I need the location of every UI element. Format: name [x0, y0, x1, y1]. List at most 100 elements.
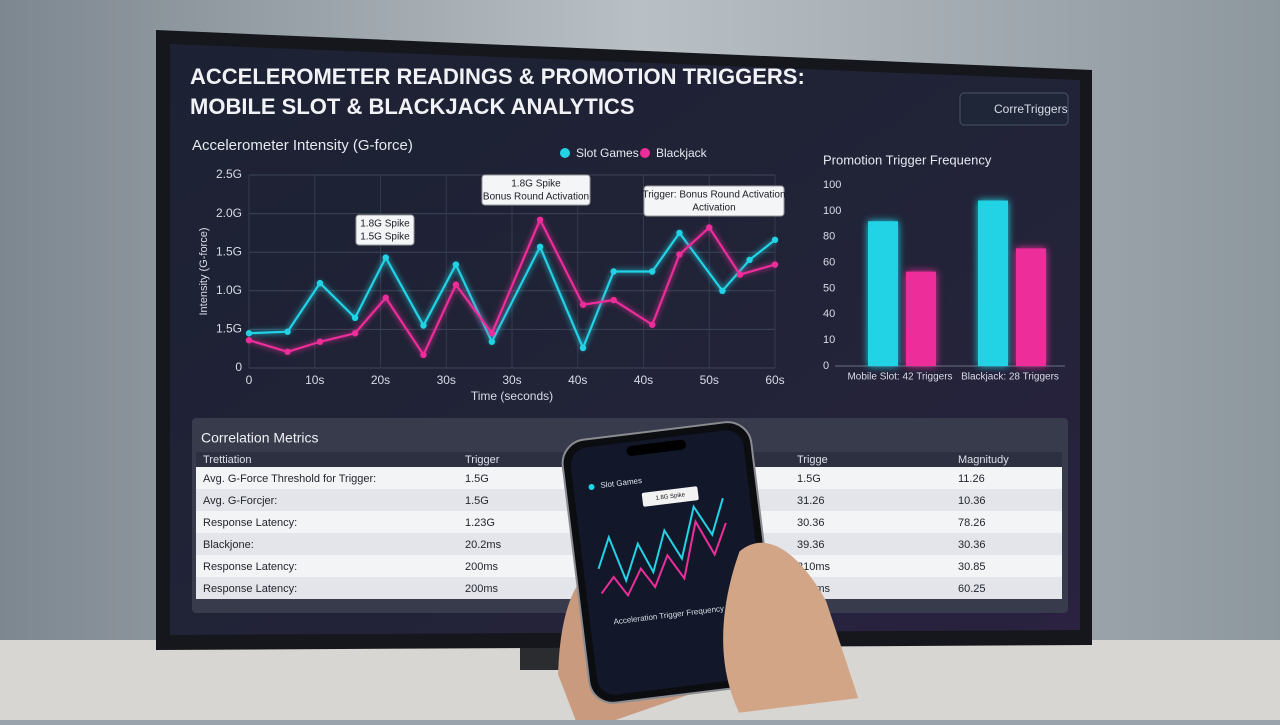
- data-point: [420, 322, 427, 329]
- data-point: [676, 229, 683, 237]
- annotation-text: Activation: [692, 203, 735, 214]
- x-tick-label: 30s: [437, 373, 456, 387]
- x-axis-label: Time (seconds): [471, 389, 553, 403]
- data-point: [488, 338, 496, 345]
- table-cell: 60.25: [958, 583, 986, 595]
- table-cell: 31.26: [797, 495, 825, 507]
- notch: [626, 439, 687, 456]
- table-cell: Blackjone:: [203, 539, 254, 551]
- data-point: [736, 271, 744, 278]
- data-point: [579, 301, 587, 308]
- y-tick-label: 60: [823, 256, 835, 268]
- data-point: [316, 279, 324, 287]
- data-point: [245, 330, 253, 337]
- annotation-box: [355, 214, 415, 246]
- y-tick-label: 100: [823, 179, 841, 191]
- y-tick-label: 2.0G: [216, 206, 242, 220]
- data-point: [536, 243, 544, 250]
- table-cell: 10.36: [958, 495, 986, 507]
- y-tick-label: 0: [823, 360, 829, 372]
- data-point: [284, 348, 291, 355]
- data-point: [771, 236, 779, 244]
- table-title: Correlation Metrics: [201, 430, 318, 446]
- annotation-box: [481, 174, 591, 206]
- table-cell: Response Latency:: [203, 583, 297, 595]
- y-tick-label: 40: [823, 308, 835, 320]
- phone-callout: [641, 486, 699, 507]
- bar: [978, 200, 1008, 366]
- annotation-text: 1.8G Spike: [360, 219, 410, 230]
- y-axis-label: Intensity (G-force): [198, 227, 210, 315]
- table-cell: 1.5G: [797, 473, 821, 485]
- chart-title: Promotion Trigger Frequency: [823, 152, 992, 167]
- data-point: [771, 261, 779, 268]
- data-point: [649, 268, 656, 275]
- hand: [723, 542, 859, 713]
- data-point: [719, 287, 726, 294]
- legend-label: Slot Games: [576, 146, 639, 160]
- x-tick-label: 40s: [568, 373, 587, 387]
- data-point: [706, 224, 713, 231]
- x-tick-label: 60s: [765, 373, 784, 387]
- data-point: [676, 251, 683, 258]
- chart-title: Accelerometer Intensity (G-force): [192, 137, 413, 154]
- annotation-text: Bonus Round Activation: [483, 192, 589, 203]
- data-point: [536, 216, 544, 223]
- column-header: Trigge: [797, 454, 828, 466]
- legend-swatch: [640, 148, 650, 158]
- annotation-text: 1.8G Spike: [511, 179, 561, 190]
- table-cell: 200ms: [465, 561, 499, 573]
- title-line: ACCELEROMETER READINGS & PROMOTION TRIGG…: [190, 64, 805, 89]
- column-header: Trettiation: [203, 454, 252, 466]
- annotation-text: Trigger: Bonus Round Activation: [642, 190, 785, 201]
- phone-line: [600, 518, 727, 598]
- data-point: [488, 330, 496, 337]
- phone-screen: [570, 430, 770, 695]
- x-tick-label: 10s: [305, 373, 324, 387]
- title-line: MOBILE SLOT & BLACKJACK ANALYTICS: [190, 94, 635, 119]
- table-cell: 200ms: [465, 583, 499, 595]
- table-cell: 20.2ms: [465, 539, 502, 551]
- data-point: [452, 261, 460, 268]
- y-tick-label: 100: [823, 205, 841, 217]
- x-tick-label: 30s: [502, 373, 521, 387]
- data-point: [649, 321, 656, 328]
- y-tick-label: 2.5G: [216, 167, 242, 181]
- button[interactable]: [959, 92, 1069, 126]
- table-cell: 11.26: [958, 473, 985, 485]
- table-cell: 1.5G: [465, 473, 489, 485]
- y-tick-label: 1.0G: [216, 283, 242, 297]
- x-tick-label: Mobile Slot: 42 Triggers: [847, 372, 952, 383]
- data-point: [610, 268, 617, 275]
- x-tick-label: 20s: [371, 373, 390, 387]
- data-point: [316, 338, 324, 345]
- button-label[interactable]: CorreTriggers: [994, 102, 1068, 116]
- table-cell: 78.26: [958, 517, 986, 529]
- y-tick-label: 50: [823, 282, 835, 294]
- table-cell: Response Latency:: [203, 561, 297, 573]
- data-point: [245, 337, 253, 344]
- legend-dot: [588, 484, 595, 491]
- y-tick-label: 1.5G: [216, 244, 242, 258]
- x-tick-label: 0: [246, 373, 253, 387]
- bar: [1016, 248, 1046, 366]
- phone: Slot Games 1.8G Spike Acceleration Trigg…: [558, 421, 859, 725]
- table-cell: 30.36: [797, 517, 825, 529]
- table-cell: Avg. G-Force Threshold for Trigger:: [203, 473, 376, 485]
- phone-line: [597, 497, 724, 584]
- data-point: [382, 254, 389, 261]
- data-point: [452, 281, 460, 288]
- y-tick-label: 80: [823, 231, 835, 243]
- y-tick-label: 10: [823, 334, 835, 346]
- legend-swatch: [560, 148, 570, 158]
- series-line: [248, 231, 776, 351]
- bar: [868, 221, 898, 366]
- x-tick-label: 50s: [700, 373, 719, 387]
- phone-callout-text: 1.8G Spike: [655, 492, 686, 502]
- data-point: [351, 314, 359, 322]
- data-point: [610, 296, 617, 304]
- data-point: [746, 256, 753, 264]
- column-header: Magnitudy: [958, 454, 1009, 466]
- bar: [906, 271, 936, 366]
